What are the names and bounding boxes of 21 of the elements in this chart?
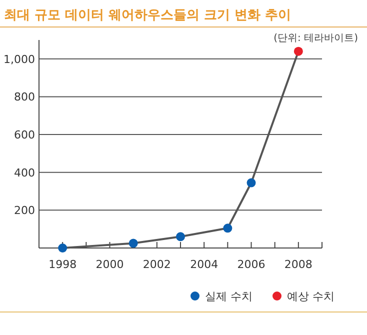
x-tick-label: 2006 xyxy=(237,258,266,271)
x-tick-label: 2004 xyxy=(190,258,218,271)
legend-label: 예상 수치 xyxy=(287,290,334,303)
y-tick-label: 600 xyxy=(14,128,35,142)
chart-title: 최대 규모 데이터 웨어하우스들의 크기 변화 추이 xyxy=(4,8,292,23)
point xyxy=(58,244,68,252)
point xyxy=(176,232,185,242)
y-tick-label: 400 xyxy=(14,166,35,180)
x-tick-label: 2002 xyxy=(142,258,171,271)
x-tick-label: 2008 xyxy=(284,258,312,271)
point xyxy=(128,238,138,248)
y-tick-label: 1,000 xyxy=(4,52,35,66)
y-tick-label: 200 xyxy=(14,204,35,218)
annotation: (단위: 테라바이트) xyxy=(274,33,358,44)
point xyxy=(246,178,256,188)
legend-label: 실제 수치 xyxy=(205,290,252,303)
x-tick-label: 1998 xyxy=(48,258,77,271)
point xyxy=(294,46,303,56)
y-tick-label: 800 xyxy=(14,90,35,104)
x-tick-label: 2000 xyxy=(96,258,124,271)
point xyxy=(223,224,232,233)
